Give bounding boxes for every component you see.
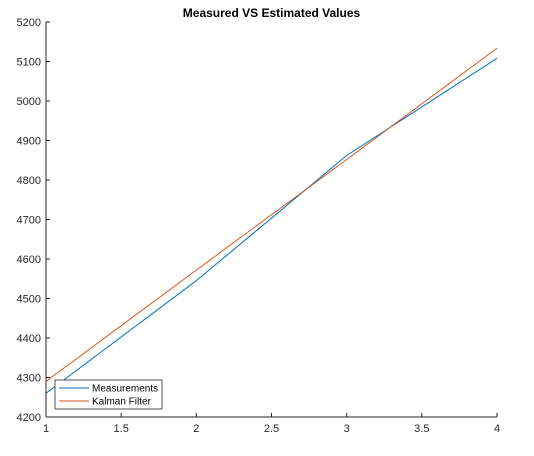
series-line-1 <box>45 47 498 382</box>
x-tick-label: 1 <box>43 423 49 435</box>
y-tick-label: 4200 <box>17 412 41 424</box>
legend-label-1: Kalman Filter <box>92 397 152 408</box>
x-tick-label: 3 <box>344 423 350 435</box>
legend: Measurements Kalman Filter <box>54 379 163 410</box>
y-tick-label: 5000 <box>17 96 41 108</box>
series-layer <box>45 47 498 394</box>
y-tick-label: 4300 <box>17 373 41 385</box>
x-tick-label: 3.5 <box>414 423 429 435</box>
y-tick-label: 4700 <box>17 215 41 227</box>
x-tick-label: 2.5 <box>264 423 279 435</box>
y-tick-label: 5100 <box>17 57 41 69</box>
x-tick-label: 4 <box>494 423 500 435</box>
legend-box <box>54 379 163 410</box>
y-tick-label: 4500 <box>17 294 41 306</box>
chart-title: Measured VS Estimated Values <box>183 6 361 20</box>
y-tick-label: 5200 <box>17 17 41 29</box>
y-tick-label: 4600 <box>17 254 41 266</box>
y-tick-label: 4900 <box>17 136 41 148</box>
y-tick-label: 4800 <box>17 175 41 187</box>
axes: 1 1.5 2 2.5 3 3.5 4 4200 4300 4400 4500 4600 4700 480… <box>17 17 501 435</box>
x-tick-label: 1.5 <box>114 423 129 435</box>
y-tick-label: 4400 <box>17 333 41 345</box>
x-tick-label: 2 <box>193 423 199 435</box>
legend-label-0: Measurements <box>92 384 158 395</box>
series-line-0 <box>45 57 498 394</box>
